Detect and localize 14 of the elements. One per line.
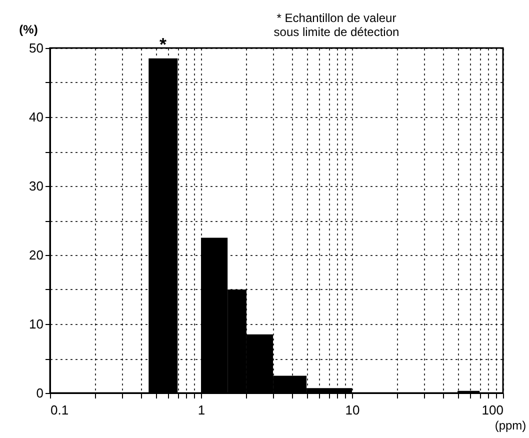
x-tick-label: 100 <box>482 402 504 418</box>
x-tick-label: 10 <box>345 402 360 418</box>
x-tick-label: 0.1 <box>50 402 69 418</box>
x-tick-label: 1 <box>198 402 206 418</box>
y-tick-label: 10 <box>29 316 44 332</box>
y-axis-title: (%) <box>19 22 38 36</box>
y-tick-label: 20 <box>29 248 44 262</box>
x-axis-title: (ppm) <box>494 418 526 432</box>
y-tick-label: 0 <box>36 386 44 400</box>
y-tick-label: 40 <box>29 110 44 124</box>
text: * Echantillon de valeur sous limite de détection <box>274 11 400 39</box>
y-tick-label: 50 <box>29 40 44 56</box>
annotation: * <box>159 34 166 54</box>
y-tick-label: 30 <box>29 178 44 194</box>
